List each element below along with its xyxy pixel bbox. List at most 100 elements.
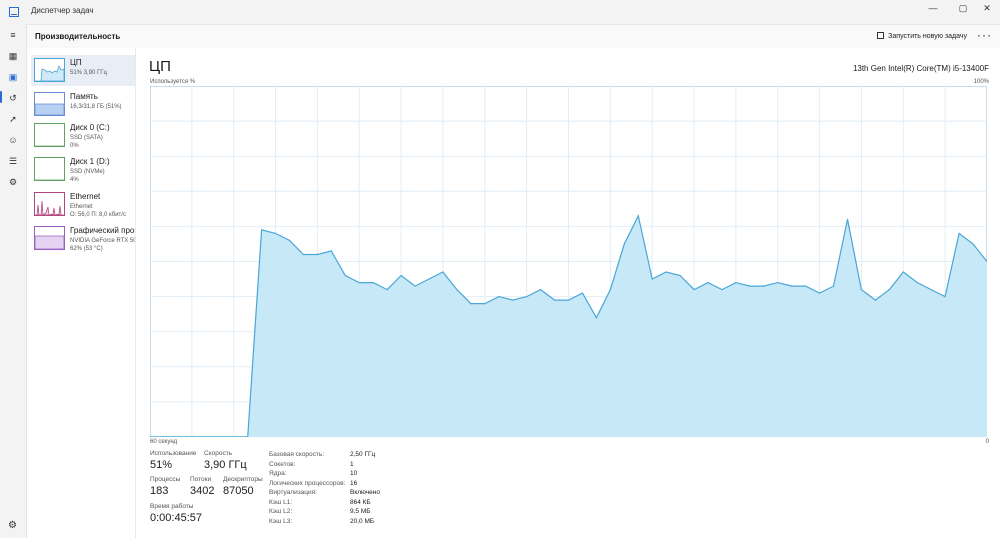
cpu-usage-chart (150, 86, 987, 437)
section-title: Производительность (35, 32, 121, 41)
cpu-usage-point (860, 288, 863, 291)
cpu-usage-area (150, 215, 987, 437)
services-icon[interactable]: ⚙ (8, 177, 18, 187)
close-button[interactable]: ✕ (983, 3, 991, 13)
cpu-usage-point (233, 436, 235, 437)
uptime-label: Время работы (150, 503, 194, 510)
threads-label: Потоки (190, 476, 212, 483)
cpu-usage-point (944, 296, 946, 298)
device-thumbnail-graph (34, 58, 65, 82)
device-detail-line1: 16,3/31,8 ГБ (51%) (70, 104, 122, 110)
threads-value: 3402 (190, 485, 215, 497)
property-value: 10 (350, 470, 358, 477)
device-name: Диск 1 (D:) (70, 157, 110, 166)
device-detail-line1: Ethernet (70, 204, 93, 210)
x-axis-end-label: 0 (985, 439, 989, 445)
cpu-usage-point (261, 229, 263, 231)
device-name: Память (70, 92, 98, 101)
x-axis-label: 60 секунд (150, 439, 178, 445)
maximize-button[interactable]: ▢ (958, 3, 968, 13)
device-item[interactable]: Диск 0 (C:) SSD (SATA) 0% (31, 120, 135, 151)
cpu-usage-point (484, 303, 486, 305)
run-task-icon (877, 32, 885, 39)
device-thumbnail-graph (34, 92, 65, 116)
cpu-usage-point (553, 299, 556, 301)
cpu-usage-point (832, 285, 835, 287)
property-key: Логических процессоров: (269, 479, 346, 487)
cpu-usage-point (609, 288, 611, 291)
processes-label: Процессы (150, 476, 181, 483)
nav-sidebar: ≡ ▦ ▣ ↺ ➚ ☺ ☰ ⚙ ⚙ (0, 24, 26, 538)
cpu-usage-point (219, 436, 221, 437)
device-details: 51% 3,90 ГГц (70, 69, 135, 77)
property-key: Ядра: (269, 470, 287, 477)
device-thumbnail-line (35, 103, 64, 115)
performance-icon[interactable]: ▣ (8, 72, 18, 82)
y-axis-max-label: 100% (973, 79, 989, 85)
device-detail-line2: 0% (70, 143, 79, 149)
cpu-usage-point (707, 281, 709, 284)
y-axis-label: Используется % (150, 79, 196, 85)
cpu-usage-point (749, 285, 751, 287)
device-name: ЦП (70, 58, 82, 67)
property-key: Виртуализация: (269, 489, 317, 496)
processes-icon[interactable]: ▦ (8, 51, 18, 61)
menu-icon[interactable]: ≡ (10, 30, 16, 40)
cpu-usage-point (302, 253, 305, 256)
task-manager-icon (9, 7, 19, 17)
history-icon[interactable]: ↺ (9, 93, 17, 103)
run-new-task-button[interactable]: Запустить новую задачу (877, 32, 967, 40)
device-detail-line2: О: 56,0 П: 8,0 кбит/с (70, 212, 126, 218)
property-key: Кэш L3: (269, 517, 293, 525)
cpu-usage-point (498, 296, 500, 298)
cpu-usage-point (581, 292, 584, 294)
cpu-usage-point (595, 317, 597, 319)
device-item[interactable]: Диск 1 (D:) SSD (NVMe) 4% (31, 154, 135, 185)
cpu-usage-point (916, 281, 918, 284)
cpu-usage-point (791, 285, 793, 287)
cpu-usage-point (567, 299, 570, 301)
device-item[interactable]: Память 16,3/31,8 ГБ (51%) (31, 89, 135, 120)
cpu-usage-point (288, 239, 291, 242)
usage-label: Использование (150, 450, 197, 457)
property-value: 20,0 МБ (350, 517, 375, 525)
minimize-button[interactable]: — (928, 3, 938, 13)
cpu-usage-point (540, 288, 542, 291)
device-item[interactable]: ЦП 51% 3,90 ГГц (31, 55, 135, 86)
window-title: Диспетчер задач (31, 6, 94, 15)
cpu-usage-point (888, 288, 890, 291)
settings-icon[interactable]: ⚙ (8, 520, 17, 531)
property-value: 2,50 ГГц (350, 451, 376, 458)
device-thumbnail-graph (34, 157, 65, 181)
details-icon[interactable]: ☰ (8, 156, 18, 166)
device-details: 16,3/31,8 ГБ (51%) (70, 103, 135, 111)
device-thumbnail-graph (34, 226, 65, 250)
more-options-button[interactable]: ··· (977, 28, 992, 42)
usage-value: 51% (150, 459, 173, 471)
cpu-usage-point (205, 436, 207, 437)
speed-stat: Скорость 3,90 ГГц (204, 450, 247, 471)
device-item[interactable]: Графический процессор 0 NVIDIA GeForce RT… (31, 223, 135, 254)
cpu-usage-point (665, 271, 667, 273)
speed-value: 3,90 ГГц (204, 459, 247, 471)
cpu-usage-point (526, 296, 528, 298)
users-icon[interactable]: ☺ (8, 135, 18, 145)
cpu-usage-point (958, 232, 960, 235)
cpu-usage-point (470, 303, 472, 305)
cpu-usage-point (637, 215, 639, 217)
device-item[interactable]: Ethernet Ethernet О: 56,0 П: 8,0 кбит/с (31, 189, 135, 220)
cpu-usage-point (274, 232, 277, 235)
cpu-usage-point (930, 288, 932, 291)
property-value: 1 (350, 460, 354, 468)
cpu-usage-point (163, 436, 165, 437)
property-key: Сокетов: (269, 460, 296, 468)
cpu-usage-point (679, 274, 681, 277)
cpu-usage-point (972, 243, 974, 245)
startup-icon[interactable]: ➚ (9, 114, 17, 124)
cpu-usage-point (372, 281, 374, 284)
device-detail-line1: 51% 3,90 ГГц (70, 70, 107, 76)
cpu-usage-point (512, 299, 514, 301)
cpu-usage-point (386, 288, 388, 291)
cpu-usage-point (344, 274, 346, 277)
processes-value: 183 (150, 485, 169, 497)
